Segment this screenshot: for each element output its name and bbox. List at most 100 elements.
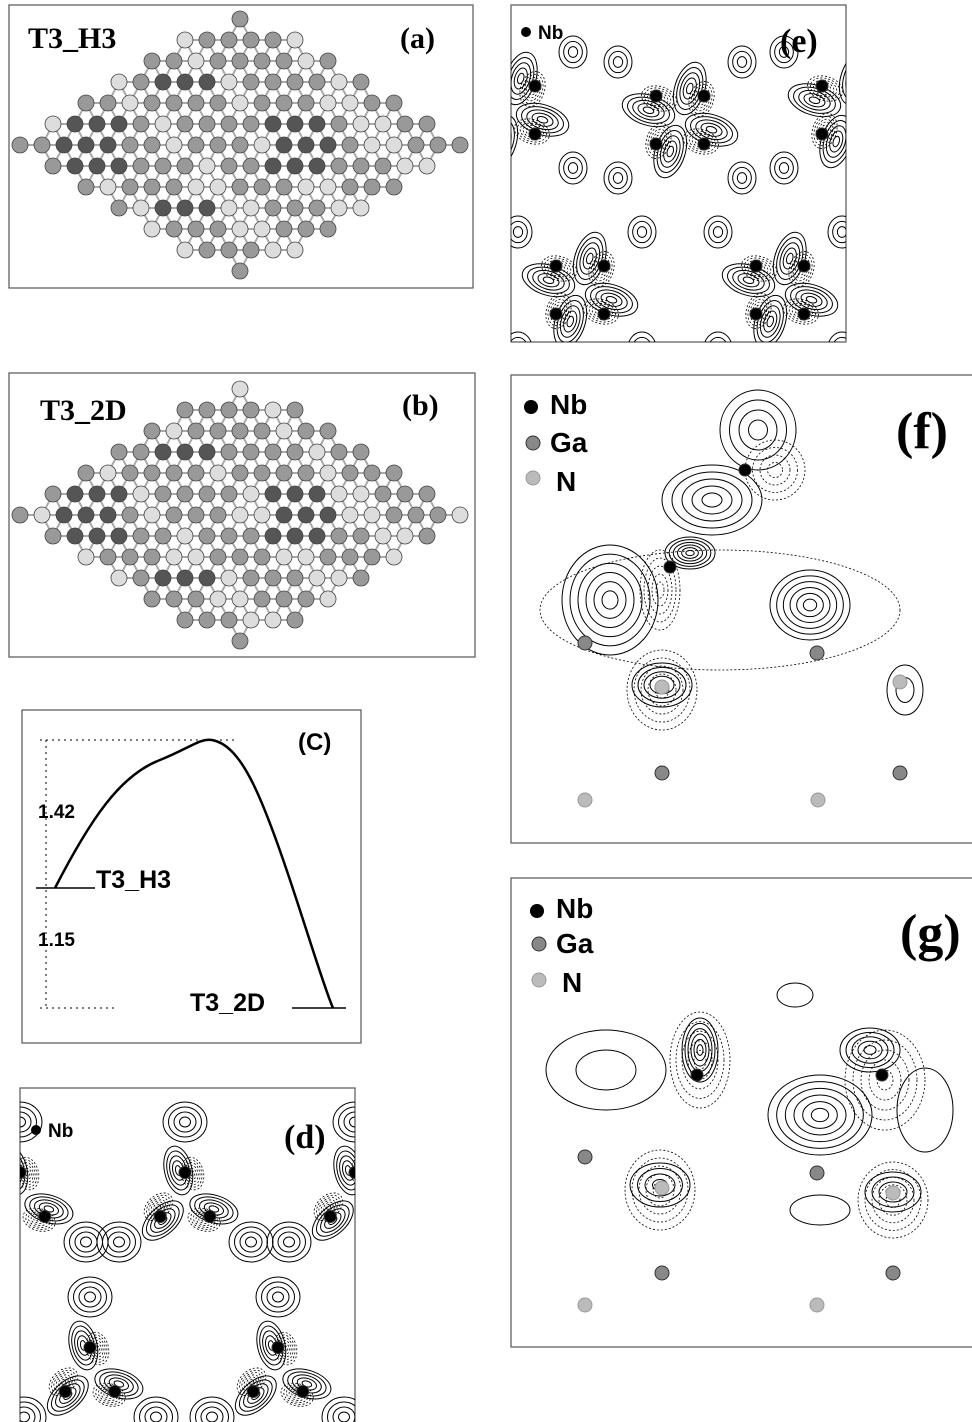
atom (144, 95, 160, 111)
contour-positive (818, 117, 854, 165)
contour-negative (476, 77, 504, 99)
atom (14, 1167, 26, 1179)
atom (750, 260, 762, 272)
contour-negative (368, 1215, 381, 1225)
atom (243, 486, 259, 502)
atom (221, 32, 237, 48)
atom (298, 549, 314, 565)
atom (893, 675, 907, 689)
contour-positive (190, 1397, 234, 1422)
panel-label: (b) (402, 389, 439, 422)
contour-positive (444, 163, 453, 174)
atom (810, 646, 824, 660)
atom (133, 528, 149, 544)
atom (232, 423, 248, 439)
atom (309, 486, 325, 502)
figure: T3_H3 (a) T3_2D (b) (C) 1.42 1.15 T3_H3 … (0, 0, 972, 1422)
atom (386, 179, 402, 195)
atom (529, 80, 541, 92)
atom (221, 402, 237, 418)
atom (287, 612, 303, 628)
atom (287, 402, 303, 418)
atom (111, 158, 127, 174)
contour-negative (483, 83, 497, 94)
contour-positive (808, 96, 820, 105)
atom (243, 116, 259, 132)
contour-negative (0, 1191, 10, 1223)
atom (67, 486, 83, 502)
contour-positive (145, 1407, 167, 1422)
contour-positive (497, 135, 506, 147)
atom (221, 242, 237, 258)
atom (100, 179, 116, 195)
contour-positive (838, 54, 874, 102)
contour-positive (811, 1108, 828, 1121)
atom (816, 128, 828, 140)
atom (655, 680, 669, 694)
contour-positive (713, 227, 722, 238)
atom (111, 486, 127, 502)
contour-positive (6, 1160, 21, 1182)
atom (100, 95, 116, 111)
atom (287, 200, 303, 216)
atom (698, 90, 710, 102)
atom (243, 612, 259, 628)
atom (810, 1298, 824, 1312)
legend-label: Nb (48, 1121, 73, 1142)
atom (364, 465, 380, 481)
atom (210, 591, 226, 607)
atom (177, 486, 193, 502)
atom (309, 74, 325, 90)
contour-positive (566, 315, 575, 327)
atom (56, 507, 72, 523)
atom (177, 74, 193, 90)
atom (111, 74, 127, 90)
atom (34, 137, 50, 153)
atom (276, 423, 292, 439)
atom (309, 444, 325, 460)
atom (375, 528, 391, 544)
contour-positive (803, 599, 816, 611)
contour-positive (2, 1397, 46, 1422)
atom (221, 200, 237, 216)
contour-negative (860, 126, 874, 137)
contour-positive (356, 1188, 411, 1229)
contour-positive (399, 1222, 443, 1262)
atom (45, 158, 61, 174)
contour-positive (894, 152, 922, 184)
atom (78, 507, 94, 523)
contour-positive (833, 221, 852, 242)
atom (578, 1298, 592, 1312)
atom (397, 486, 413, 502)
atom (272, 1342, 284, 1354)
atom (232, 95, 248, 111)
atom (177, 612, 193, 628)
atom (177, 32, 193, 48)
atom (287, 444, 303, 460)
contour-positive (733, 167, 752, 188)
atom (243, 32, 259, 48)
contour-positive (669, 540, 711, 567)
atom (232, 11, 248, 27)
contour-positive (840, 1028, 900, 1072)
atom (331, 570, 347, 586)
atom (232, 53, 248, 69)
atom (320, 95, 336, 111)
contour-negative (481, 121, 498, 142)
contour-positive (518, 102, 566, 138)
contour-positive (373, 1201, 395, 1217)
atom (353, 444, 369, 460)
atom (199, 242, 215, 258)
contour-negative (355, 1164, 369, 1183)
atom (254, 465, 270, 481)
contour-positive (605, 295, 617, 304)
contour-positive (79, 1287, 101, 1307)
atom (100, 549, 116, 565)
contour-positive (847, 97, 907, 142)
atom (650, 90, 662, 102)
atom (331, 74, 347, 90)
contour-positive (752, 297, 788, 345)
atom (320, 221, 336, 237)
atom (816, 80, 828, 92)
atom (298, 95, 314, 111)
